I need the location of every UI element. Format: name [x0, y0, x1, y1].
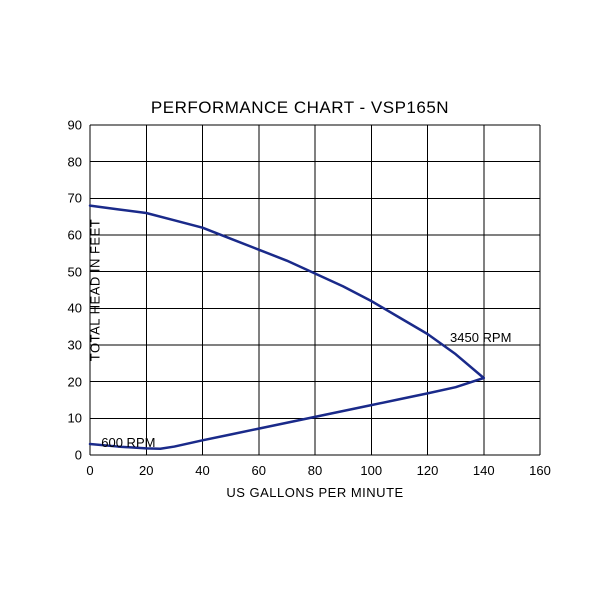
annotation-3450-rpm: 3450 RPM — [450, 330, 511, 345]
y-tick: 0 — [52, 448, 82, 463]
y-axis-label: TOTAL HEAD IN FEET — [88, 219, 103, 361]
y-tick: 20 — [52, 374, 82, 389]
plot-area: 020406080100120140160 010203040506070809… — [90, 125, 540, 455]
x-tick: 120 — [417, 463, 439, 478]
series-3450-rpm — [90, 206, 484, 378]
y-tick: 70 — [52, 191, 82, 206]
y-tick: 90 — [52, 118, 82, 133]
x-tick: 0 — [86, 463, 93, 478]
y-tick: 30 — [52, 338, 82, 353]
y-tick: 10 — [52, 411, 82, 426]
x-tick: 40 — [195, 463, 209, 478]
y-tick: 50 — [52, 264, 82, 279]
x-tick: 100 — [360, 463, 382, 478]
data-lines — [90, 125, 540, 455]
chart-title: PERFORMANCE CHART - VSP165N — [0, 98, 600, 118]
x-tick: 20 — [139, 463, 153, 478]
chart-container: PERFORMANCE CHART - VSP165N 020406080100… — [0, 0, 600, 600]
x-tick: 140 — [473, 463, 495, 478]
y-tick: 60 — [52, 228, 82, 243]
x-tick: 80 — [308, 463, 322, 478]
annotation-600-rpm: 600 RPM — [101, 435, 155, 450]
x-axis-label: US GALLONS PER MINUTE — [90, 485, 540, 500]
x-tick: 160 — [529, 463, 551, 478]
y-tick: 40 — [52, 301, 82, 316]
y-tick: 80 — [52, 154, 82, 169]
x-tick: 60 — [252, 463, 266, 478]
